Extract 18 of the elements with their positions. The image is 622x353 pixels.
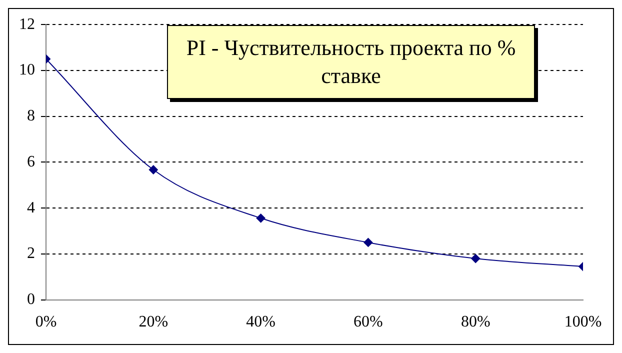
y-tick-label: 10: [19, 62, 35, 79]
text: PI - Чуствительность проекта по % ставке: [167, 25, 535, 99]
point: [256, 214, 266, 223]
y-tick-label: 0: [27, 291, 35, 308]
point: [364, 238, 373, 247]
x-tick-label: 20%: [138, 314, 168, 331]
x-tick-label: 40%: [246, 314, 276, 331]
x-tick-label: 80%: [460, 314, 490, 331]
x-tick-label: 60%: [354, 314, 383, 331]
y-tick-label: 12: [19, 16, 35, 33]
y-tick-label: 2: [27, 245, 35, 262]
point: [148, 165, 158, 174]
y-tick-label: 6: [27, 153, 35, 170]
x-tick-label: 100%: [564, 314, 602, 331]
point: [471, 254, 480, 264]
x-tick-label: 0%: [35, 314, 57, 331]
y-tick-label: 8: [27, 108, 35, 125]
y-tick-label: 4: [27, 199, 35, 216]
